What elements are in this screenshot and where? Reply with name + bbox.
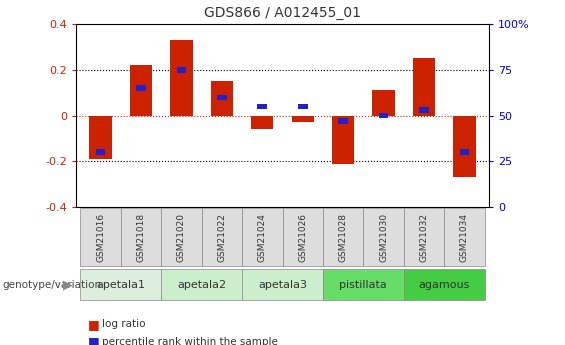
- Text: ▶: ▶: [63, 278, 73, 291]
- Bar: [80, 208, 121, 266]
- Bar: [413, 58, 435, 116]
- Bar: [95, 149, 106, 155]
- Text: GSM21024: GSM21024: [258, 213, 267, 262]
- Text: apetala2: apetala2: [177, 280, 226, 289]
- Text: GSM21022: GSM21022: [218, 213, 227, 262]
- Bar: [338, 118, 348, 124]
- Bar: [332, 116, 354, 164]
- Text: log ratio: log ratio: [102, 319, 145, 329]
- Bar: [242, 269, 323, 300]
- Bar: [363, 208, 404, 266]
- Bar: [217, 95, 227, 100]
- Text: GSM21028: GSM21028: [338, 213, 347, 262]
- Bar: [80, 269, 161, 300]
- Bar: [298, 104, 307, 109]
- Bar: [211, 81, 233, 116]
- Bar: [282, 208, 323, 266]
- Bar: [161, 208, 202, 266]
- Bar: [130, 65, 152, 116]
- Text: GSM21018: GSM21018: [137, 213, 145, 262]
- Bar: [459, 149, 470, 155]
- Bar: [121, 208, 161, 266]
- Bar: [292, 116, 314, 122]
- Text: GSM21034: GSM21034: [460, 213, 469, 262]
- Text: ■: ■: [88, 335, 99, 345]
- Bar: [404, 208, 444, 266]
- Text: GSM21030: GSM21030: [379, 213, 388, 262]
- Text: ■: ■: [88, 318, 99, 331]
- Bar: [202, 208, 242, 266]
- Bar: [453, 116, 476, 177]
- Bar: [176, 67, 186, 72]
- Text: apetala3: apetala3: [258, 280, 307, 289]
- Bar: [419, 107, 429, 113]
- Bar: [379, 113, 389, 118]
- Text: pistillata: pistillata: [340, 280, 387, 289]
- Text: GSM21032: GSM21032: [420, 213, 428, 262]
- Bar: [89, 116, 112, 159]
- Text: GSM21016: GSM21016: [96, 213, 105, 262]
- Bar: [444, 208, 485, 266]
- Bar: [170, 40, 193, 116]
- Bar: [258, 104, 267, 109]
- Bar: [404, 269, 485, 300]
- Text: GSM21026: GSM21026: [298, 213, 307, 262]
- Bar: [323, 269, 404, 300]
- Bar: [242, 208, 282, 266]
- Bar: [136, 86, 146, 91]
- Text: genotype/variation: genotype/variation: [3, 280, 102, 289]
- Text: percentile rank within the sample: percentile rank within the sample: [102, 337, 277, 345]
- Text: agamous: agamous: [419, 280, 470, 289]
- Bar: [372, 90, 395, 116]
- Bar: [161, 269, 242, 300]
- Bar: [323, 208, 363, 266]
- Bar: [251, 116, 273, 129]
- Text: apetala1: apetala1: [96, 280, 145, 289]
- Text: GSM21020: GSM21020: [177, 213, 186, 262]
- Title: GDS866 / A012455_01: GDS866 / A012455_01: [204, 6, 361, 20]
